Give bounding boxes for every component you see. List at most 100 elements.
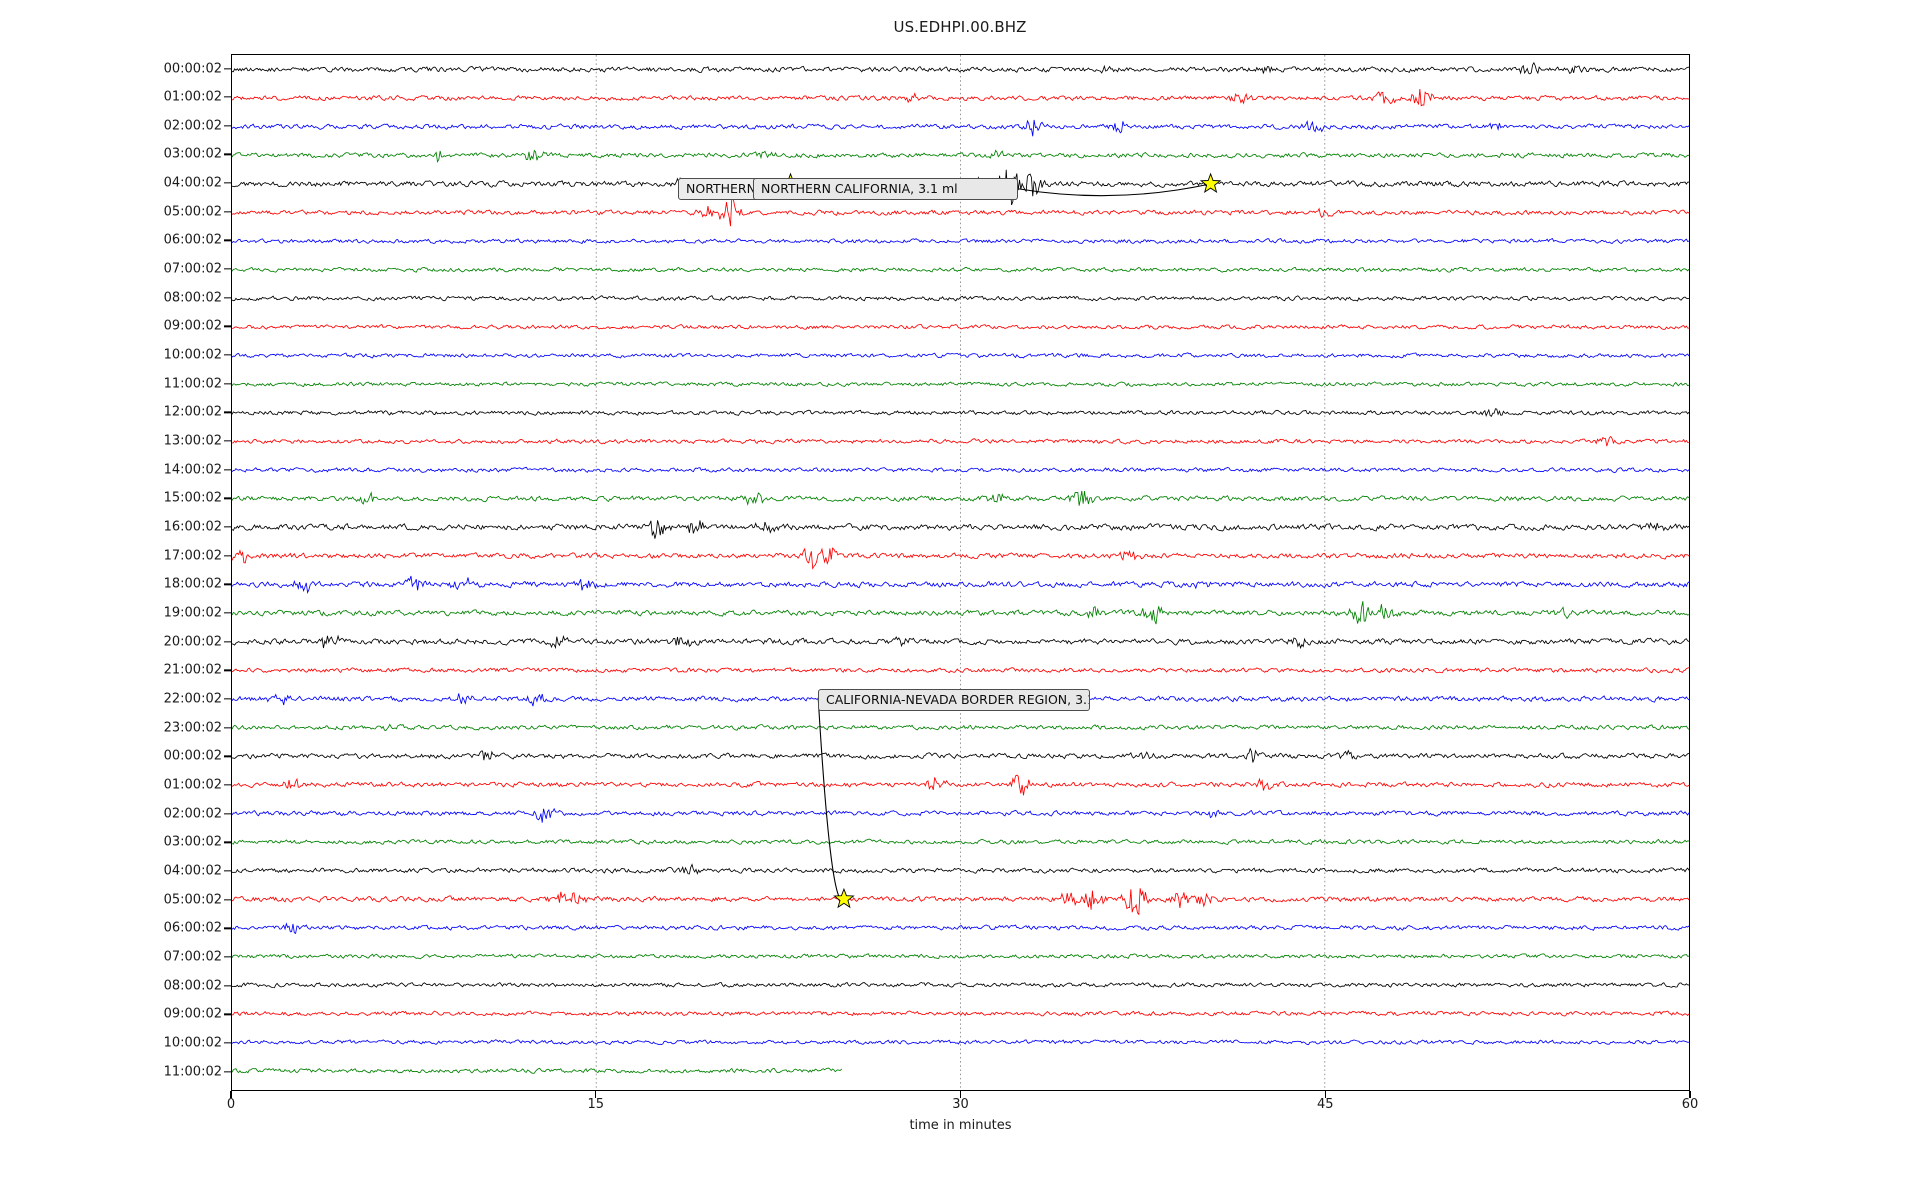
annotation-label[interactable]: CALIFORNIA-NEVADA BORDER REGION, 3.1 ml xyxy=(818,689,1090,712)
trace-line xyxy=(232,1010,1689,1017)
trace-line xyxy=(232,807,1689,823)
trace-line xyxy=(232,723,1689,732)
x-axis-tick-mark xyxy=(1689,1091,1691,1098)
trace-line xyxy=(232,352,1689,359)
y-axis-tick-mark xyxy=(224,239,231,242)
y-axis-tick-mark xyxy=(224,268,231,270)
x-axis-tick-mark xyxy=(230,1091,232,1098)
y-axis-tick-mark xyxy=(224,469,231,471)
trace-line xyxy=(232,266,1689,273)
trace-line xyxy=(232,408,1689,417)
y-axis-tick-label: 09:00:02 xyxy=(163,318,222,334)
y-axis-tick-mark xyxy=(224,727,231,729)
y-axis-tick-label: 05:00:02 xyxy=(163,892,222,908)
y-axis-tick-mark xyxy=(224,354,231,356)
y-axis-tick-labels: 00:00:02 01:00:02 02:00:02 03:00:02 04:00:02… xyxy=(0,0,222,1200)
y-axis-tick-label: 03:00:02 xyxy=(163,834,222,850)
y-axis-tick-label: 07:00:02 xyxy=(163,949,222,965)
y-axis-tick-label: 16:00:02 xyxy=(163,519,222,535)
trace-line xyxy=(232,61,1689,75)
trace-line xyxy=(232,196,1689,227)
y-axis-tick-mark xyxy=(224,841,231,844)
event-star-marker[interactable] xyxy=(1199,172,1222,194)
x-axis-tick-label: 30 xyxy=(952,1097,969,1112)
y-axis-tick-label: 02:00:02 xyxy=(163,118,222,134)
y-axis-tick-label: 04:00:02 xyxy=(163,863,222,879)
y-axis-tick-label: 11:00:02 xyxy=(163,376,222,392)
y-axis-tick-label: 19:00:02 xyxy=(163,605,222,621)
trace-line xyxy=(232,119,1689,137)
trace-line xyxy=(232,634,1689,650)
trace-line xyxy=(232,1067,843,1074)
y-axis-tick-label: 02:00:02 xyxy=(163,806,222,822)
y-axis-tick-mark xyxy=(224,96,231,98)
y-axis-tick-mark xyxy=(224,182,231,184)
y-axis-tick-label: 06:00:02 xyxy=(163,232,222,248)
y-axis-tick-mark xyxy=(224,211,231,213)
y-axis-tick-mark xyxy=(224,1013,231,1015)
y-axis-tick-label: 08:00:02 xyxy=(163,978,222,994)
y-axis-tick-mark xyxy=(224,411,231,414)
y-axis-tick-mark xyxy=(224,297,231,299)
event-star-marker[interactable] xyxy=(833,887,855,909)
y-axis-tick-label: 00:00:02 xyxy=(163,748,222,764)
seismogram-traces xyxy=(232,55,1689,1090)
y-axis-tick-mark xyxy=(224,870,231,872)
y-axis-tick-label: 11:00:02 xyxy=(163,1064,222,1080)
y-axis-tick-mark xyxy=(224,612,231,614)
y-axis-tick-mark xyxy=(224,325,231,328)
trace-line xyxy=(232,1039,1689,1046)
y-axis-tick-mark xyxy=(224,899,231,901)
x-axis-tick-label: 15 xyxy=(587,1097,605,1112)
y-axis-tick-mark xyxy=(224,641,231,643)
trace-line xyxy=(232,601,1689,625)
annotation-label[interactable]: NORTHERN CALIFORNIA, 3.1 ml xyxy=(753,178,1018,201)
annotation-arrow xyxy=(1017,183,1211,197)
trace-line xyxy=(232,747,1689,763)
y-axis-tick-mark xyxy=(224,125,231,127)
y-axis-tick-label: 04:00:02 xyxy=(163,175,222,191)
y-axis-tick-mark xyxy=(224,813,231,815)
y-axis-tick-label: 10:00:02 xyxy=(163,1035,222,1051)
y-axis-tick-mark xyxy=(224,583,231,586)
trace-line xyxy=(232,89,1689,107)
trace-line xyxy=(232,466,1689,474)
y-axis-tick-mark xyxy=(224,526,231,528)
y-axis-tick-label: 01:00:02 xyxy=(163,777,222,793)
page-title: US.EDHPI.00.BHZ xyxy=(893,18,1027,36)
y-axis-tick-label: 03:00:02 xyxy=(163,146,222,162)
trace-line xyxy=(232,381,1689,388)
trace-line xyxy=(232,237,1689,245)
y-axis-tick-label: 08:00:02 xyxy=(163,290,222,306)
y-axis-tick-label: 10:00:02 xyxy=(163,347,222,363)
y-axis-tick-mark xyxy=(224,1042,231,1044)
y-axis-tick-label: 21:00:02 xyxy=(163,662,222,678)
trace-line xyxy=(232,838,1689,846)
x-axis-tick-mark xyxy=(595,1091,597,1098)
trace-line xyxy=(232,575,1689,594)
y-axis-tick-mark xyxy=(224,755,231,758)
plot-area xyxy=(231,54,1690,1091)
trace-line xyxy=(232,490,1689,507)
y-axis-tick-label: 09:00:02 xyxy=(163,1006,222,1022)
y-axis-tick-label: 01:00:02 xyxy=(163,89,222,105)
y-axis-tick-label: 13:00:02 xyxy=(163,433,222,449)
y-axis-tick-label: 20:00:02 xyxy=(163,634,222,650)
trace-line xyxy=(232,295,1689,302)
y-axis-tick-mark xyxy=(224,784,231,786)
y-axis-tick-label: 15:00:02 xyxy=(163,490,222,506)
y-axis-tick-mark xyxy=(224,440,231,442)
y-axis-tick-mark xyxy=(224,1071,231,1073)
y-axis-tick-label: 07:00:02 xyxy=(163,261,222,277)
y-axis-tick-label: 17:00:02 xyxy=(163,548,222,564)
y-axis-tick-mark xyxy=(224,497,231,500)
trace-line xyxy=(232,149,1689,163)
trace-line xyxy=(232,981,1689,989)
y-axis-tick-label: 23:00:02 xyxy=(163,720,222,736)
trace-line xyxy=(232,520,1689,539)
x-axis-tick-label: 45 xyxy=(1316,1097,1334,1112)
y-axis-tick-mark xyxy=(224,555,231,557)
y-axis-tick-mark xyxy=(224,956,231,958)
